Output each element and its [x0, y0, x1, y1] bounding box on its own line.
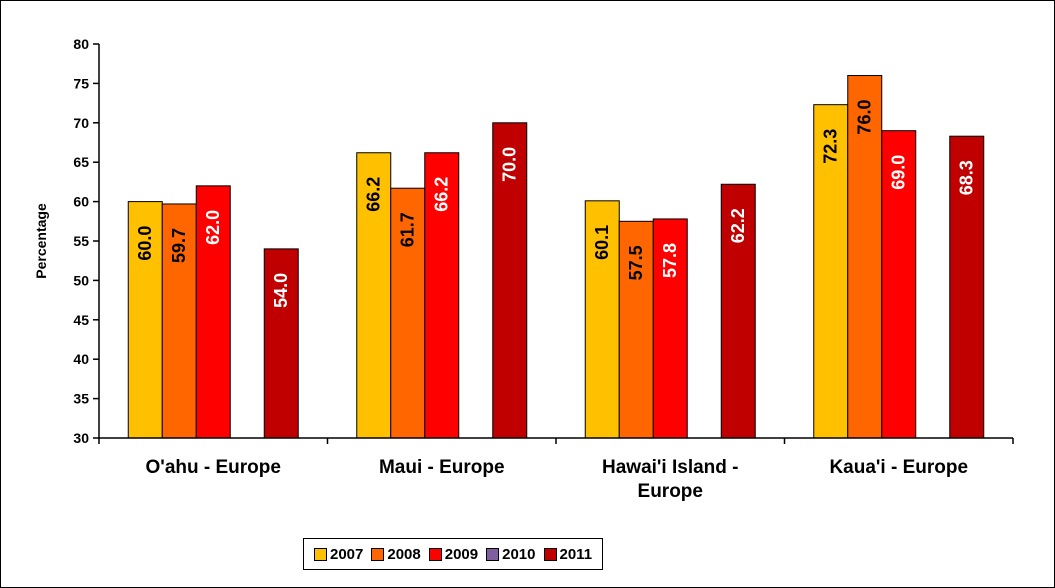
y-tick-label: 40: [73, 351, 89, 367]
data-label: 60.0: [135, 226, 155, 261]
y-tick-label: 70: [73, 115, 89, 131]
legend-item: 2007: [314, 546, 363, 563]
legend-swatch: [371, 547, 385, 561]
data-label: 62.0: [203, 210, 223, 245]
legend-label: 2010: [502, 545, 536, 563]
data-label: 72.3: [821, 129, 841, 164]
bar: [390, 187, 426, 439]
data-label: 57.5: [626, 245, 646, 280]
legend-item: 2010: [486, 545, 536, 563]
y-tick-label: 35: [73, 391, 89, 407]
legend-label: 2009: [444, 545, 479, 563]
legend: 2007 2008 2009 2010 2011: [303, 538, 604, 570]
data-label: 68.3: [957, 160, 977, 195]
y-tick-label: 50: [73, 272, 89, 288]
bar: [652, 218, 688, 439]
y-axis-title: Percentage: [33, 203, 49, 279]
y-tick-label: 75: [73, 75, 89, 91]
bar: [424, 152, 460, 439]
category-label: O'ahu - Europe: [146, 457, 281, 478]
y-tick-label: 30: [73, 430, 89, 446]
bar: [618, 220, 654, 439]
data-label: 57.8: [660, 243, 680, 278]
legend-swatch: [543, 547, 557, 561]
category-label: Maui - Europe: [379, 457, 505, 478]
legend-item: 2011: [543, 545, 593, 563]
data-label: 66.2: [432, 177, 452, 212]
bar: [813, 104, 849, 439]
bar: [584, 200, 620, 439]
legend-label: 2011: [559, 545, 593, 563]
data-label: 69.0: [889, 155, 909, 190]
y-tick-label: 65: [73, 154, 89, 170]
legend-swatch: [314, 547, 327, 561]
y-tick-label: 55: [73, 233, 89, 249]
data-label: 66.2: [364, 177, 384, 212]
data-label: 70.0: [500, 147, 520, 182]
bar: [195, 185, 231, 439]
category-label: Hawai'i Island -: [602, 457, 739, 478]
data-label: 76.0: [855, 100, 875, 135]
bar: [356, 152, 392, 439]
bar: [127, 201, 163, 439]
data-label: 54.0: [271, 273, 291, 308]
bar: [949, 135, 985, 439]
data-label: 61.7: [398, 212, 418, 247]
bar: [263, 248, 299, 439]
y-tick-label: 80: [73, 36, 89, 52]
legend-item: 2008: [371, 545, 421, 563]
legend-label: 2008: [387, 545, 421, 563]
bar: [847, 75, 883, 439]
y-tick-label: 60: [73, 194, 89, 210]
category-label: Kaua'i - Europe: [829, 457, 968, 478]
legend-label: 2007: [330, 545, 364, 563]
y-tick-label: 45: [73, 312, 89, 328]
data-label: 60.1: [592, 225, 612, 260]
bar: [881, 130, 917, 439]
data-label: 59.7: [169, 228, 189, 263]
bar: [720, 183, 756, 439]
data-label: 62.2: [728, 208, 748, 243]
legend-swatch: [428, 547, 442, 561]
bar: [492, 122, 528, 439]
legend-item: 2009: [428, 545, 479, 563]
legend-swatch: [486, 547, 500, 561]
category-label: Europe: [638, 481, 703, 502]
